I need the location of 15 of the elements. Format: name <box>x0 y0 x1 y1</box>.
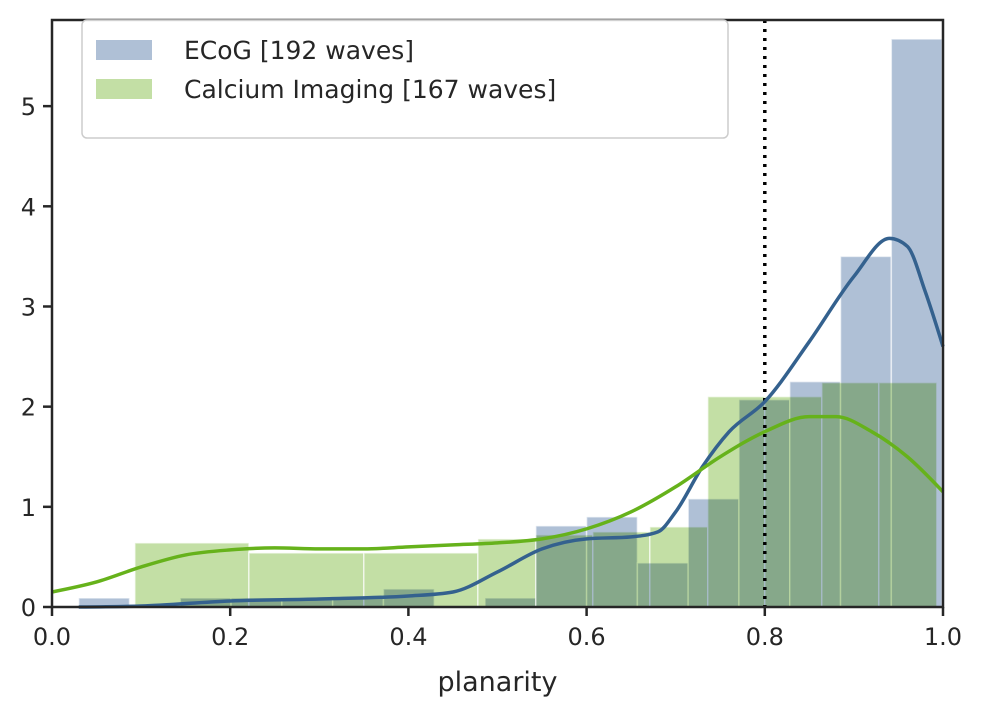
y-tick-label: 4 <box>20 193 36 222</box>
y-tick-label: 3 <box>20 293 36 322</box>
y-tick-label: 1 <box>20 494 36 522</box>
x-tick-label: 0.0 <box>32 623 72 651</box>
x-tick-label: 1.0 <box>924 623 962 651</box>
y-tick-label: 5 <box>20 93 36 122</box>
legend-label: Calcium Imaging [167 waves] <box>184 75 556 104</box>
x-tick-label: 0.6 <box>568 623 606 651</box>
x-tick-label: 0.2 <box>211 623 250 651</box>
x-axis-title: planarity <box>437 667 558 698</box>
x-tick-label: 0.8 <box>746 623 784 651</box>
y-tick-label: 2 <box>20 394 36 422</box>
x-tick-label: 0.4 <box>389 623 428 651</box>
y-tick-label: 0 <box>20 594 36 622</box>
legend-label: ECoG [192 waves] <box>184 36 414 65</box>
